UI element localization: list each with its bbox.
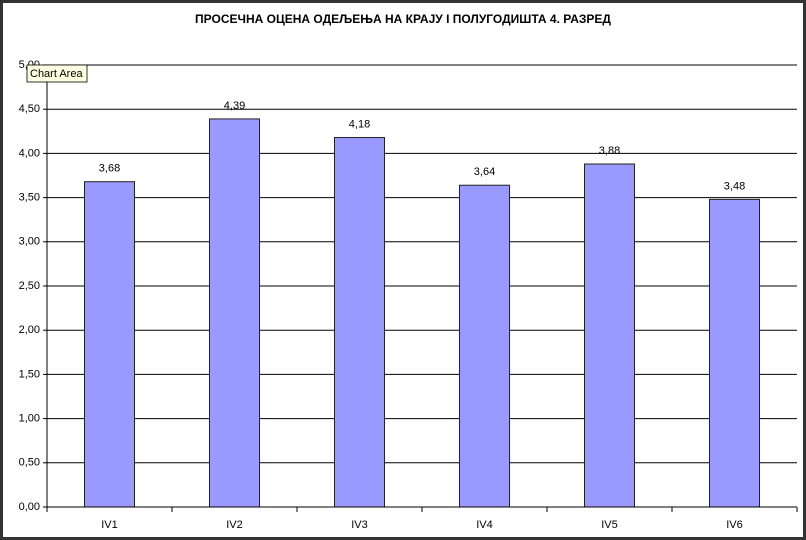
y-tick-label: 1,50 <box>19 368 40 380</box>
x-tick-label: IV1 <box>101 519 118 531</box>
x-tick-label: IV5 <box>601 519 618 531</box>
bar <box>209 118 260 508</box>
tooltip: Chart Area <box>30 68 83 80</box>
bar <box>459 184 510 508</box>
y-tick-label: 0,00 <box>19 501 40 513</box>
x-tick-label: IV4 <box>476 519 493 531</box>
y-tick-label: 4,00 <box>19 147 40 159</box>
data-label: 3,64 <box>474 166 495 178</box>
data-label: 3,48 <box>724 180 745 192</box>
x-tick-label: IV2 <box>226 519 243 531</box>
y-tick-label: 3,00 <box>19 236 40 248</box>
bar <box>584 163 635 508</box>
data-label: 3,88 <box>599 145 620 157</box>
y-tick-label: 4,50 <box>19 103 40 115</box>
data-label: 4,39 <box>224 100 245 112</box>
y-tick-label: 2,50 <box>19 280 40 292</box>
bar <box>334 136 385 508</box>
tooltip-box <box>26 64 88 83</box>
x-tick-label: IV3 <box>351 519 368 531</box>
y-tick-label: 2,00 <box>19 324 40 336</box>
data-label: 3,68 <box>99 163 120 175</box>
x-tick-label: IV6 <box>726 519 743 531</box>
y-tick-label: 1,00 <box>19 413 40 425</box>
bar <box>709 198 760 508</box>
chart-title: ПРОСЕЧНА ОЦЕНА ОДЕЉЕЊА НА КРАЈУ I ПОЛУГО… <box>195 12 611 26</box>
y-tick-label: 0,50 <box>19 457 40 469</box>
data-label: 4,18 <box>349 118 370 130</box>
bar <box>84 181 135 508</box>
y-tick-label: 3,50 <box>19 192 40 204</box>
